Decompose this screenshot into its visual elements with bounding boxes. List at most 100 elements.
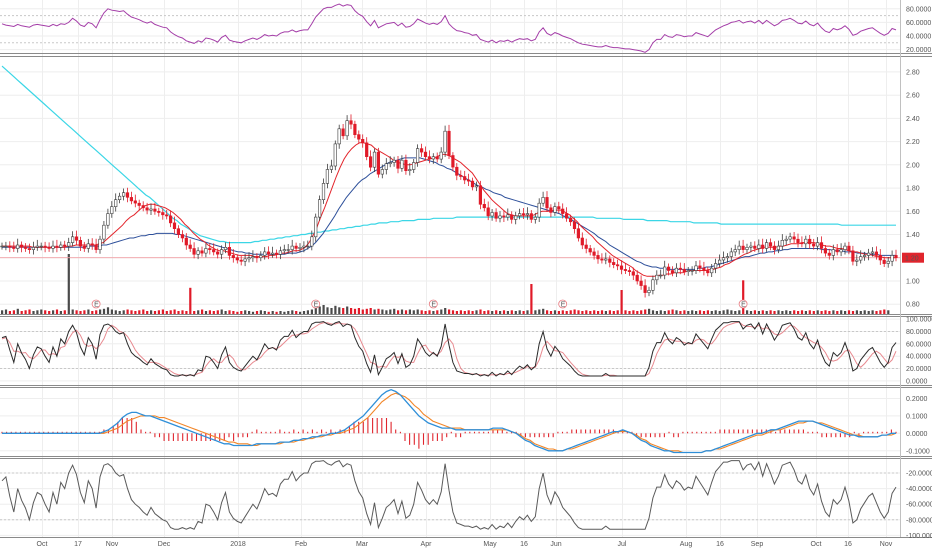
volume-bar xyxy=(440,309,443,314)
volume-bar xyxy=(644,309,647,314)
candle-body xyxy=(698,265,702,269)
candle-body xyxy=(568,218,573,223)
candle-body xyxy=(384,163,388,170)
candle-body xyxy=(517,213,522,217)
stochastic-pane[interactable] xyxy=(1,321,897,377)
candle-body xyxy=(180,234,185,239)
candle-body xyxy=(525,213,529,216)
volume-bar xyxy=(573,309,576,314)
volume-bar xyxy=(420,310,423,315)
volume-bar xyxy=(59,311,62,314)
candle-body xyxy=(466,179,471,182)
candle-body xyxy=(19,244,24,248)
volume-bar xyxy=(263,311,266,314)
volume-bar xyxy=(24,310,27,315)
time-axis-label-9: 16 xyxy=(520,541,528,548)
volume-bar xyxy=(236,311,239,315)
time-axis-label-7: Apr xyxy=(421,541,433,548)
candle-body xyxy=(329,165,334,170)
candle-body xyxy=(572,221,577,229)
last-price-label: 1.20 xyxy=(905,256,919,263)
candle-body xyxy=(761,244,765,249)
candle-body xyxy=(357,134,361,140)
volume-bar xyxy=(832,310,835,315)
candle-body xyxy=(372,151,377,168)
earnings-marker-3 xyxy=(558,299,568,309)
williams-tick-label-2: -60.0000 xyxy=(906,502,932,509)
stoch-tick-label-0: 0.0000 xyxy=(906,378,928,385)
volume-bar xyxy=(12,310,15,315)
volume-bar xyxy=(28,309,31,314)
volume-bar xyxy=(679,311,682,314)
volume-bar xyxy=(16,308,19,315)
volume-bar xyxy=(491,311,494,314)
volume-bar xyxy=(99,309,102,314)
candle-body xyxy=(855,259,859,262)
volume-bar xyxy=(161,309,164,314)
rsi-pane[interactable] xyxy=(1,3,897,53)
candle-body xyxy=(533,216,537,220)
candle-body xyxy=(263,251,267,256)
rsi-line xyxy=(1,3,897,53)
candle-body xyxy=(564,213,569,219)
volume-bar xyxy=(208,310,211,315)
volume-bar xyxy=(624,310,627,315)
williams-r-pane[interactable] xyxy=(1,459,897,530)
volume-bar xyxy=(855,310,858,315)
candle-body xyxy=(623,269,627,271)
volume-bar xyxy=(463,311,466,314)
macd-pane[interactable] xyxy=(1,389,897,454)
candle-body xyxy=(161,212,165,216)
volume-bar xyxy=(702,311,706,314)
volume-bar xyxy=(71,309,74,314)
volume-bar xyxy=(506,311,509,314)
volume-bar xyxy=(8,311,11,314)
volume-bar xyxy=(334,305,337,315)
volume-bar xyxy=(412,310,415,315)
volume-bar xyxy=(169,310,172,315)
time-axis-label-0: Oct xyxy=(37,541,48,548)
volume-bar xyxy=(710,311,713,314)
volume-bar xyxy=(251,311,255,315)
volume-bar xyxy=(557,311,560,314)
candle-body xyxy=(325,169,330,184)
candle-body xyxy=(451,155,455,168)
volume-bar xyxy=(546,310,549,315)
volume-bar xyxy=(350,308,353,314)
price-tick-label-10: 2.80 xyxy=(906,69,920,76)
volume-bar xyxy=(130,310,133,315)
candle-body xyxy=(8,245,12,248)
candle-body xyxy=(74,236,79,241)
price-axis[interactable]: 20.0000 40.0000 60.0000 80.0000 0.80 1.00 1.20… xyxy=(902,6,932,540)
time-axis[interactable]: Oct 17 Nov Dec 2018 Feb Mar Apr May 16 Jun Jul Aug 16… xyxy=(37,541,893,548)
candle-body xyxy=(435,156,439,160)
time-axis-label-10: Jun xyxy=(550,541,561,548)
volume-bar xyxy=(134,311,137,314)
candle-body xyxy=(812,243,816,247)
volume-bar xyxy=(483,311,486,314)
volume-bar xyxy=(542,308,545,315)
sma-slow-line xyxy=(1,65,896,244)
candle-body xyxy=(78,240,82,247)
candle-body xyxy=(408,169,412,172)
volume-bar xyxy=(299,311,302,315)
volume-bar xyxy=(404,310,408,315)
volume-bar xyxy=(867,311,870,314)
candle-body xyxy=(482,204,486,209)
candle-body xyxy=(365,142,369,158)
candle-body xyxy=(216,251,220,255)
candle-body xyxy=(831,249,835,256)
volume-bar xyxy=(400,309,404,314)
volume-bar xyxy=(40,309,43,314)
volume-bar xyxy=(197,310,200,315)
candle-body xyxy=(294,245,298,249)
volume-bar xyxy=(259,310,262,315)
candle-body xyxy=(627,270,631,273)
volume-bar xyxy=(436,310,439,315)
stoch-tick-label-3: 60.0000 xyxy=(906,341,931,348)
time-axis-label-14: Sep xyxy=(751,541,764,548)
candle-body xyxy=(455,166,459,176)
volume-bar xyxy=(204,311,208,314)
time-axis-label-3: Dec xyxy=(158,541,171,548)
